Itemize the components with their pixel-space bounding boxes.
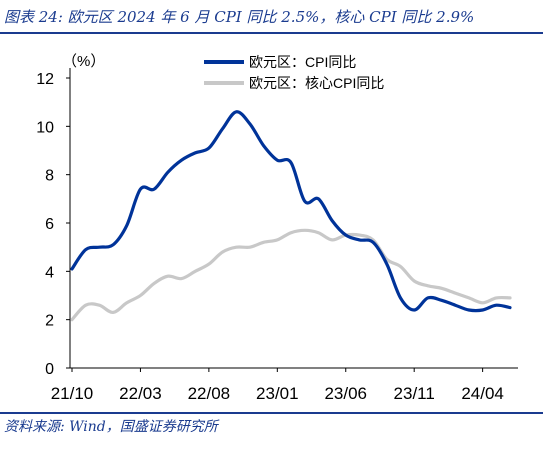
- y-tick-label: 6: [45, 216, 54, 233]
- y-tick-label: 4: [45, 264, 54, 281]
- chart-lines: [70, 110, 512, 322]
- chart-axes: [69, 68, 518, 369]
- x-axis-ticks: 21/10 22/03 22/08 23/01 23/06 23/11 24/04: [51, 368, 504, 403]
- series-line-cpi: [70, 110, 512, 313]
- x-tick-label: 23/11: [394, 384, 435, 403]
- title-divider: [0, 32, 543, 34]
- x-tick-label: 22/08: [188, 384, 231, 403]
- figure-title: 图表 24: 欧元区 2024 年 6 月 CPI 同比 2.5%，核心 CPI…: [4, 8, 475, 26]
- series-line-core-cpi: [70, 228, 512, 322]
- y-tick-label: 8: [45, 168, 54, 185]
- x-tick-label: 24/04: [461, 384, 504, 403]
- x-tick-label: 21/10: [51, 384, 94, 403]
- x-tick-label: 23/01: [256, 384, 299, 403]
- source-divider: [0, 412, 543, 414]
- line-chart: 0 2 4 6 8 10 12 21/10 22/03 22/08 23/01 23/06 23/11…: [36, 53, 518, 403]
- source-note: 资料来源: Wind，国盛证券研究所: [4, 419, 218, 435]
- y-tick-label: 2: [45, 313, 54, 330]
- y-tick-label: 10: [36, 119, 54, 136]
- x-tick-label: 22/03: [119, 384, 162, 403]
- y-tick-label: 12: [36, 71, 54, 88]
- legend-label: 欧元区：核心CPI同比: [249, 75, 384, 91]
- y-axis-ticks: 0 2 4 6 8 10 12: [36, 71, 70, 378]
- legend-label: 欧元区：CPI同比: [249, 54, 356, 70]
- x-tick-label: 23/06: [324, 384, 367, 403]
- y-axis-unit-label: （%）: [62, 53, 105, 70]
- y-tick-label: 0: [45, 361, 54, 378]
